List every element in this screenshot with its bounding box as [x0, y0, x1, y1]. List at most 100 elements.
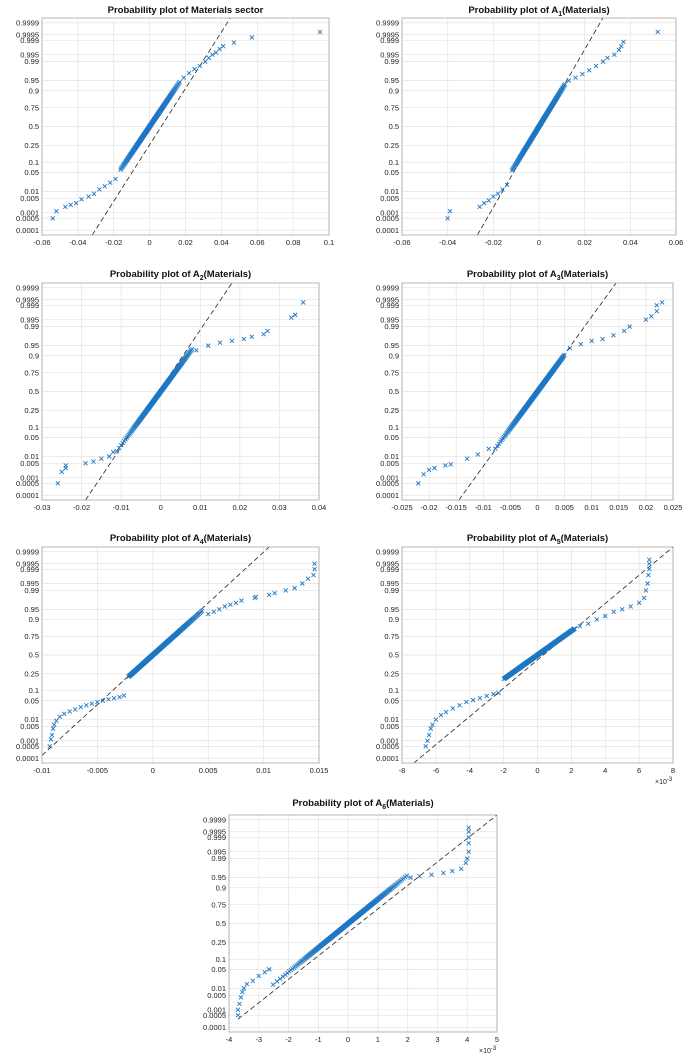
y-tick-label: 0.995 [380, 50, 399, 59]
data-point [317, 29, 323, 35]
reference-line [91, 18, 231, 235]
data-point [86, 194, 91, 199]
y-tick-label: 0.0001 [16, 226, 39, 235]
y-tick-label: 0.1 [389, 423, 399, 432]
data-point [450, 868, 455, 874]
x-tick-label: -0.02 [421, 503, 438, 512]
y-tick-label: 0.9995 [376, 559, 399, 568]
x-tick-label: 0.02 [178, 238, 193, 247]
probability-plot-a1-materials: Probability plot of A1(Materials) 0.9999 0… [376, 5, 683, 247]
x-tick-label: -0.06 [393, 238, 410, 247]
data-point [448, 462, 454, 467]
x-tick-label: -1 [315, 1035, 322, 1044]
data-point [111, 695, 117, 701]
y-tick-label: 0.001 [380, 208, 399, 217]
data-point [54, 718, 59, 723]
x-tick-label: 0 [535, 503, 539, 512]
y-tick-label: 0.995 [20, 315, 39, 324]
y-tick-label: 0.75 [211, 900, 226, 909]
data-point [106, 454, 112, 459]
chart-title-suffix: (Materials) [386, 798, 434, 809]
y-tick-label: 0.001 [20, 473, 39, 482]
data-point [262, 970, 268, 975]
data-point [49, 732, 55, 738]
data-point [441, 870, 446, 876]
data-point [425, 738, 430, 744]
data-point [54, 208, 59, 214]
y-tick-label: 0.9995 [16, 295, 39, 304]
chart-title: Probability plot of A1(Materials) [468, 5, 609, 18]
chart-title: Probability plot of A2(Materials) [110, 269, 251, 282]
y-tick-label: 0.999 [20, 565, 39, 574]
plot-area-frame [401, 17, 677, 236]
data-point [121, 693, 127, 698]
data-point [562, 81, 568, 87]
data-point [586, 68, 592, 73]
data-point [433, 717, 439, 722]
y-tick-label: 0.25 [384, 141, 399, 150]
data-point [611, 333, 616, 338]
data-point [217, 46, 222, 52]
data-point [464, 456, 470, 461]
y-tick-label: 0.995 [207, 847, 226, 856]
data-point [283, 588, 289, 593]
probability-plot-a6-materials: Probability plot of A6(Materials) 0.9999 0… [203, 798, 499, 1055]
plot-area-frame [401, 546, 674, 764]
data-point [83, 461, 88, 466]
y-tick-label: 0.5 [216, 919, 226, 928]
data-point [192, 66, 197, 72]
y-tick-label: 0.01 [384, 715, 399, 724]
y-tick-label: 0.999 [20, 301, 39, 310]
data-point [481, 200, 487, 206]
y-tick-label: 0.999 [207, 833, 226, 842]
data-point [181, 75, 187, 80]
data-point [202, 59, 208, 64]
y-tick-label: 0.0005 [376, 214, 399, 223]
y-tick-label: 0.99 [24, 322, 39, 331]
x-tick-label: -0.04 [69, 238, 86, 247]
y-tick-label: 0.001 [380, 473, 399, 482]
data-point [292, 585, 297, 591]
x-tick-label: 0.005 [555, 503, 574, 512]
data-point [426, 467, 432, 473]
data-point [646, 561, 652, 566]
y-tick-label: 0.999 [380, 565, 399, 574]
data-point [99, 456, 104, 461]
y-tick-label: 0.9 [216, 883, 226, 892]
x-tick-label: 1 [376, 1035, 380, 1044]
data-point [621, 39, 626, 45]
data-point [561, 352, 567, 358]
y-tick-label: 0.999 [20, 36, 39, 45]
y-tick-label: 0.9 [29, 351, 39, 360]
data-point [216, 607, 222, 612]
x-tick-label: -0.02 [73, 503, 90, 512]
data-point [426, 732, 432, 738]
data-point [492, 446, 498, 451]
data-point [646, 572, 651, 578]
data-point [266, 967, 272, 972]
y-tick-label: 0.1 [29, 686, 39, 695]
y-tick-label: 0.05 [24, 696, 39, 705]
data-point [421, 471, 426, 477]
y-tick-label: 0.0001 [376, 754, 399, 763]
chart-title-subscript: 3 [557, 275, 561, 282]
data-point [466, 825, 472, 831]
data-point [628, 604, 633, 609]
plot-area-frame [41, 546, 320, 764]
data-point [404, 873, 410, 879]
y-tick-label: 0.0001 [376, 226, 399, 235]
x-tick-label: 5 [495, 1035, 499, 1044]
y-tick-label: 0.99 [384, 57, 399, 66]
data-point [646, 566, 652, 572]
x-tick-label: 0.06 [669, 238, 684, 247]
data-point [641, 595, 647, 601]
data-point [47, 744, 53, 749]
y-tick-label: 0.0005 [16, 742, 39, 751]
y-tick-label: 0.5 [389, 122, 399, 131]
data-point [643, 317, 649, 322]
y-tick-label: 0.9 [389, 86, 399, 95]
data-point [495, 191, 501, 196]
y-tick-label: 0.9995 [16, 559, 39, 568]
data-point [417, 873, 422, 879]
y-tick-label: 0.99 [24, 57, 39, 66]
